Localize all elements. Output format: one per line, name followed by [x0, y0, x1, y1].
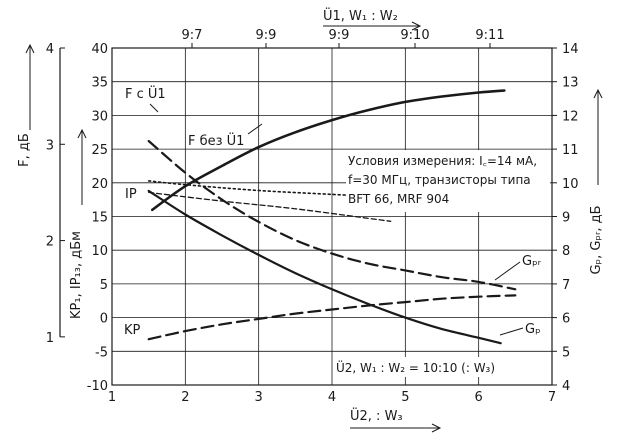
- annotation-background: [346, 150, 550, 212]
- y-left-tick-label: -5: [95, 345, 108, 360]
- y-right-tick-label: 10: [562, 177, 579, 192]
- y-right-tick-label: 12: [562, 109, 579, 124]
- series-label: F с Ü1: [125, 85, 166, 102]
- annotation-line: f=30 МГц, транзисторы типа: [348, 173, 531, 187]
- y-right-tick-label: 7: [562, 278, 570, 293]
- x-top-tick-label: 9:9: [256, 28, 277, 43]
- y-left-tick-label: 25: [91, 143, 108, 158]
- series-label: KP: [124, 323, 141, 338]
- annotation-line: BFT 66, MRF 904: [348, 192, 449, 206]
- x-tick-label: 7: [548, 390, 556, 405]
- f-axis-arrow: [25, 43, 35, 130]
- y-right-arrow: [593, 88, 603, 185]
- x-tick-label: 1: [108, 390, 116, 405]
- x-tick-label: 4: [328, 390, 336, 405]
- y-right-tick-label: 5: [562, 345, 570, 360]
- f-axis-tick-label: 1: [46, 331, 54, 346]
- x-bottom-axis-title: Ü2, : W₃: [350, 407, 403, 424]
- y-left-tick-label: 10: [91, 244, 108, 259]
- series-label: Gₚᵣ: [522, 254, 542, 269]
- y-left-tick-label: 35: [91, 76, 108, 91]
- x-top-tick-label: 9:10: [400, 28, 429, 43]
- y-right-axis-title: Gₚ, Gₚᵣ, дБ: [589, 205, 604, 274]
- y-right-tick-label: 14: [562, 42, 579, 57]
- y-right-tick-label: 13: [562, 76, 579, 91]
- series-label-leader: [149, 103, 159, 113]
- series-label-leader: [247, 123, 263, 135]
- series-label-leader: [499, 327, 524, 336]
- x-tick-label: 6: [475, 390, 483, 405]
- y-left-tick-label: 5: [100, 278, 108, 293]
- annotation-background: [334, 357, 534, 377]
- series-label: F без Ü1: [188, 132, 244, 149]
- x-tick-label: 5: [401, 390, 409, 405]
- f-axis-tick-label: 3: [46, 138, 54, 153]
- y-left-tick-label: 40: [91, 42, 108, 57]
- x-top-arrow: [323, 21, 422, 31]
- y-right-tick-label: 4: [562, 379, 570, 394]
- x-top-tick-label: 9:9: [329, 28, 350, 43]
- y-right-tick-label: 6: [562, 312, 570, 327]
- x-tick-label: 2: [181, 390, 189, 405]
- annotation-box: Условия измерения: I꜀=14 мА, f=30 МГц, тр…: [334, 150, 550, 377]
- series-line-g-: [147, 139, 517, 291]
- f-axis-tick-label: 4: [46, 42, 54, 57]
- annotation-line: Ü2, W₁ : W₂ = 10:10 (: W₃): [336, 359, 495, 375]
- y-right-tick-label: 9: [562, 211, 570, 226]
- series-line-ip: [151, 89, 506, 212]
- series-line-f-без-1: [148, 191, 392, 222]
- y-left-tick-label: 20: [91, 177, 108, 192]
- x-top-tick-label: 9:11: [475, 28, 504, 43]
- x-tick-label: 3: [255, 390, 263, 405]
- y-right-tick-label: 8: [562, 244, 570, 259]
- f-axis-title: F, дБ: [17, 133, 32, 167]
- y-left-tick-label: -10: [87, 379, 108, 394]
- series-label-leader: [494, 261, 521, 281]
- y-left-tick-label: 15: [91, 211, 108, 226]
- x-top-tick-label: 9:7: [182, 28, 203, 43]
- f-axis-tick-label: 2: [46, 235, 54, 250]
- grid: [112, 48, 552, 385]
- x-bottom-arrow: [350, 423, 442, 433]
- y-left-arrow: [77, 128, 87, 205]
- x-top-axis-title: Ü1, W₁ : W₂: [323, 7, 398, 24]
- series-label: IP: [125, 187, 137, 202]
- labels: 1 2 3 4 5 6 7-10-50510152025303540456789101112…: [17, 7, 604, 424]
- series-label: Gₚ: [525, 322, 541, 337]
- axes: [25, 21, 603, 433]
- annotation-line: Условия измерения: I꜀=14 мА,: [348, 154, 537, 168]
- y-right-tick-label: 11: [562, 143, 579, 158]
- series-line-g-: [147, 189, 502, 345]
- y-left-axis-title: KP₁, IP₁₃, дБм: [69, 231, 84, 319]
- y-left-tick-label: 30: [91, 109, 108, 124]
- y-left-tick-label: 0: [100, 312, 108, 327]
- series-line-kp: [147, 294, 517, 341]
